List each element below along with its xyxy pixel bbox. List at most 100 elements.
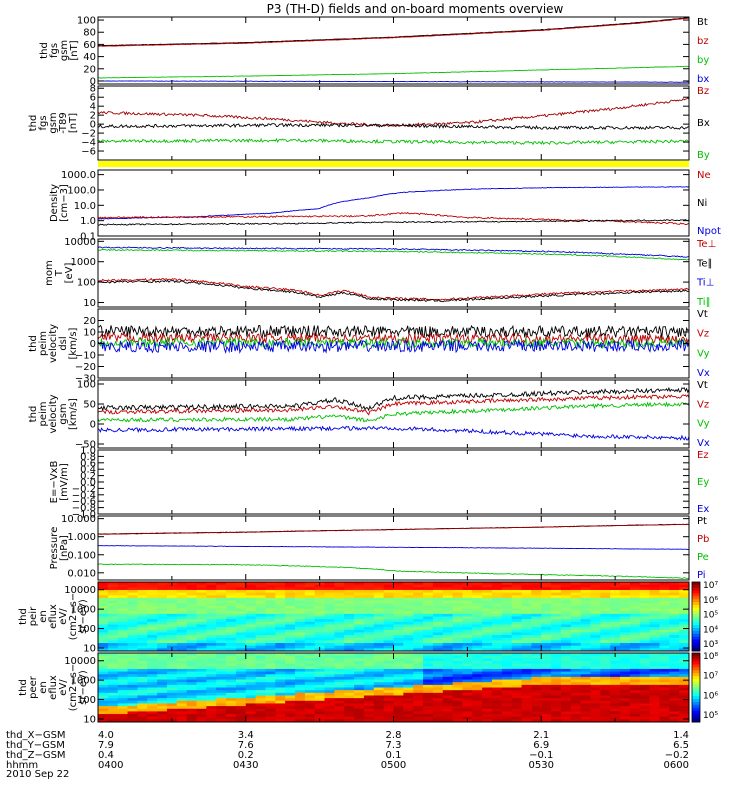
y-tick-label: 0.100 [67,550,96,561]
legend-Vz: Vz [697,399,709,410]
colorbar-label: 10⁵ [703,611,718,621]
y-axis-label: [eV] [64,263,75,284]
colorbar-segment [692,705,700,708]
colorbar-segment [692,645,700,648]
legend-Vy: Vy [697,419,710,430]
legend-Pi: Pi [697,570,706,581]
y-axis-label: sr−eV) [78,670,89,705]
colorbar-segment [692,622,700,625]
legend-Vz: Vz [697,329,709,340]
colorbar-segment [692,659,700,662]
panel-efield: 1.00.80.60.40.20.0−0.2−0.4−0.6−0.8−1.0E=… [49,446,709,521]
legend-Pt: Pt [697,516,707,527]
y-axis-label: sr−eV) [78,599,89,634]
colorbar-label: 10⁴ [703,625,718,635]
colorbar-segment [692,670,700,673]
panel-pressure: 10.0001.0000.1000.010Pressure [nPa]PtPbPe… [49,514,709,581]
colorbar-label: 10⁷ [703,581,718,591]
colorbar-segment [692,617,700,620]
legend-Bx: Bx [697,118,710,129]
heatmap-elec_spec [98,653,690,723]
legend-Ti⊥: Ti⊥ [696,278,714,289]
series-density-Ni [98,220,689,226]
legend-Ne: Ne [697,170,711,181]
y-tick-label: 10 [83,715,96,726]
y-tick-label: 100 [77,16,96,27]
y-axis-label: [mV/m] [59,463,70,501]
panel-fgs: 100806040200thd fgs gsm [nT]Btbzbybx [39,16,709,88]
overview-figure: P3 (TH-D) fields and on-board moments ov… [0,0,750,800]
y-tick-label: 80 [83,28,96,39]
colorbar-segment [692,665,700,668]
legend-Vy: Vy [697,348,710,359]
legend-Pb: Pb [697,534,709,545]
flag-bar [98,161,689,167]
colorbar-segment [692,582,700,585]
legend-Vt: Vt [697,309,708,320]
y-tick-label: 0 [90,420,96,431]
colorbar-segment [692,594,700,597]
series-pressure-Pb [98,524,689,534]
legend-Ey: Ey [697,477,709,488]
colorbar-segment [692,682,700,685]
y-axis-label: [nPa] [59,535,70,561]
legend-bx: bx [697,74,709,85]
y-axis-label: [km/s] [68,327,79,359]
colorbar-segment [692,693,700,696]
y-tick-label: 10.000 [61,514,96,525]
y-axis-label: [nT] [68,113,79,133]
heatmap-ion_spec [98,582,690,652]
series-pressure-Pi [98,546,689,550]
colorbar-segment [692,699,700,702]
y-tick-label: 10000 [64,237,96,248]
y-axis-label: [nT] [69,40,80,60]
colorbar-label: 10³ [703,640,718,650]
y-tick-label: 60 [83,40,96,51]
y-tick-label: 1.000 [67,532,96,543]
y-tick-label: 0 [90,339,96,350]
legend-Ez: Ez [697,450,709,461]
colorbar-segment [692,588,700,591]
colorbar-label: 10⁵ [703,711,718,721]
legend-Ex: Ex [697,504,709,515]
panel-frame-fgs_detrend [98,86,689,160]
figure-title: P3 (TH-D) fields and on-board moments ov… [267,2,564,16]
x-axis-row-value: 0400 [98,760,123,771]
legend-Ni: Ni [697,198,707,209]
panel-frame-temperature [98,239,689,307]
y-tick-label: 20 [83,64,96,75]
colorbar-segment [692,605,700,608]
y-tick-label: 50 [83,400,96,411]
colorbar-segment [692,628,700,631]
y-tick-label: −20 [75,362,96,373]
panel-fgs_detrend: 86420−2−4−6thd fgs gsm -T89 [nT]BzBxBy [28,84,710,161]
colorbar-segment [692,711,700,714]
colorbar-segment [692,611,700,614]
panel-stack: 100806040200thd fgs gsm [nT]Btbzbybx86420−2… [18,16,721,726]
y-tick-label: 1000.0 [61,170,96,181]
colorbar-label: 10⁸ [703,652,718,662]
series-temperature-Ti∥ [98,249,689,260]
date-label: 2010 Sep 22 [6,769,69,780]
legend-Te∥: Te∥ [696,258,713,269]
y-tick-label: 100 [77,380,96,391]
x-axis-row-value: 0430 [233,760,258,771]
panel-temperature: 10000100010010mom T [eV]Te⊥Te∥Ti⊥Ti∥ [44,237,716,309]
y-tick-label: 100 [77,278,96,289]
legend-By: By [697,150,710,161]
colorbar-segment [692,676,700,679]
y-axis-label: [km/s] [68,398,79,430]
series-density-Npot [98,187,689,219]
legend-Npot: Npot [697,226,721,237]
series-fgs-by [98,66,689,78]
y-tick-label: −6 [81,147,96,158]
y-tick-label: 40 [83,52,96,63]
x-axis-row-value: 0600 [664,760,689,771]
colorbar-label: 10⁷ [703,672,718,682]
legend-Vt: Vt [697,380,708,391]
legend-by: by [697,55,709,66]
y-tick-label: 20 [83,316,96,327]
colorbar-segment [692,640,700,643]
y-tick-label: 10 [83,328,96,339]
colorbar-segment [692,634,700,637]
